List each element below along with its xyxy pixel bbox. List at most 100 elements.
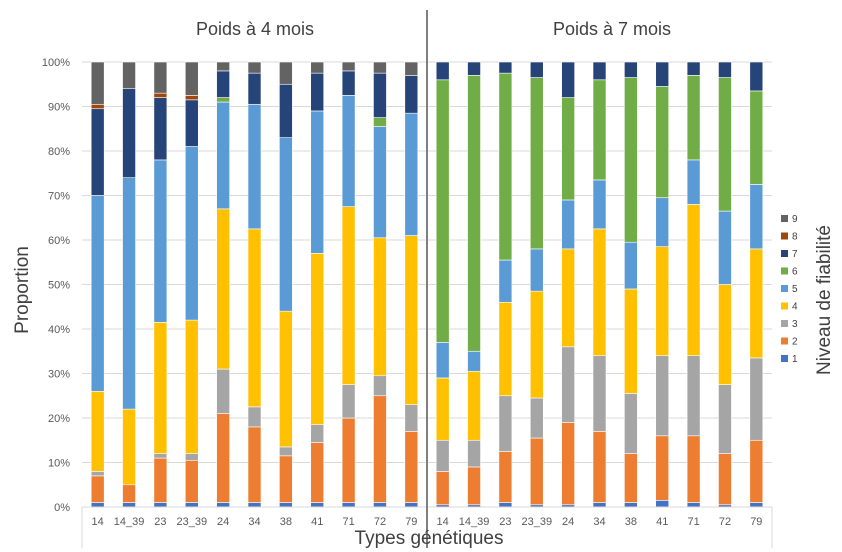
bar-segment (373, 395, 387, 503)
bar-segment (216, 70, 230, 98)
bar-segment (749, 248, 764, 359)
bar-segment (498, 395, 513, 452)
bar-segment (718, 61, 732, 78)
bar-segment (686, 75, 701, 161)
bar-segment (90, 61, 105, 105)
bar-segment (216, 61, 230, 72)
bar-segment (435, 61, 450, 81)
y-tick-label: 40% (48, 324, 70, 336)
bar-segment (373, 126, 387, 239)
y-tick-label: 100% (42, 57, 70, 69)
bar-segment (122, 177, 136, 410)
bar-segment (561, 97, 575, 201)
bar-segment (404, 75, 419, 114)
bar-segment (310, 442, 325, 503)
bar-segment (341, 206, 356, 385)
bar-segment (310, 424, 325, 443)
x-tick-label: 23_39 (176, 516, 207, 528)
bar-segment (655, 86, 670, 199)
bar-segment (624, 241, 638, 290)
bar-segment (184, 453, 199, 461)
bar-segment (122, 408, 136, 486)
bar-segment (467, 370, 481, 441)
y-tick-label: 50% (48, 280, 70, 292)
bar-segment (310, 110, 325, 254)
bar-segment (310, 61, 325, 74)
bar-segment (592, 179, 607, 230)
bar-segment (122, 88, 136, 178)
bar-segment (404, 112, 419, 236)
legend-swatch (781, 320, 788, 327)
bar-segment (624, 77, 638, 243)
y-axis-title: Proportion (12, 246, 33, 334)
x-tick-label: 34 (248, 516, 260, 528)
bar-segment (216, 208, 230, 370)
legend-label: 7 (792, 249, 798, 260)
bar-segment (749, 439, 764, 503)
x-tick-label: 14_39 (114, 516, 145, 528)
bar-segment (624, 288, 638, 394)
bar-segment (279, 502, 293, 508)
bar-segment (592, 228, 607, 356)
bar-segment (435, 79, 450, 343)
bar-segment (341, 417, 356, 503)
bar-segment (216, 502, 230, 508)
bar-segment (310, 502, 325, 508)
bar-segment (467, 439, 481, 468)
x-tick-label: 14 (92, 516, 104, 528)
bar-segment (153, 457, 168, 503)
y-tick-label: 60% (48, 235, 70, 247)
bar-segment (373, 237, 387, 377)
bar-segment (529, 77, 544, 250)
bar-segment (216, 413, 230, 503)
x-tick-label: 79 (750, 516, 762, 528)
bar-segment (373, 375, 387, 397)
bar-segment (247, 228, 262, 408)
bar-segment (498, 502, 513, 508)
legend-swatch (781, 302, 788, 310)
x-tick-label: 23 (499, 516, 511, 528)
bar-segment (624, 453, 638, 503)
legend-label: 2 (792, 337, 798, 348)
bar-segment (749, 184, 764, 250)
bar-segment (467, 466, 481, 506)
bar-segment (279, 446, 293, 457)
x-tick-label: 79 (405, 516, 417, 528)
bar-segment (404, 235, 419, 405)
bar-segment (686, 435, 701, 503)
bar-segment (279, 61, 293, 85)
panel-title-4-mois: Poids à 4 mois (196, 19, 314, 39)
axis-frame (81, 10, 773, 548)
bar-segment (247, 72, 262, 105)
y-tick-labels: 0% 10% 20% 30% 40% 50% 60% 70% 80% 90% 100% (42, 57, 70, 514)
bar-segment (561, 199, 575, 250)
legend-swatch (781, 267, 788, 275)
x-tick-label: 71 (342, 516, 354, 528)
bar-segment (373, 61, 387, 74)
x-tick-label: 38 (280, 516, 292, 528)
bar-segment (718, 210, 732, 285)
y-tick-label: 20% (48, 413, 70, 425)
bar-segment (90, 103, 105, 110)
bar-segment (310, 72, 325, 112)
bar-segment (153, 322, 168, 454)
bar-segment (592, 79, 607, 181)
legend-swatch (781, 285, 788, 292)
x-tick-label: 71 (687, 516, 699, 528)
bars-group (90, 61, 764, 508)
bar-segment (341, 384, 356, 419)
x-tick-label: 38 (625, 516, 637, 528)
y-tick-label: 10% (48, 458, 70, 470)
bar-segment (404, 431, 419, 503)
bar-segment (435, 471, 450, 506)
bar-segment (122, 484, 136, 503)
bar-segment (435, 377, 450, 441)
bar-segment (310, 253, 325, 425)
legend-label: 1 (792, 354, 798, 365)
bar-segment (404, 404, 419, 432)
x-tick-label: 14_39 (459, 516, 490, 528)
bar-segment (247, 502, 262, 508)
bar-segment (341, 70, 356, 96)
bar-segment (655, 197, 670, 247)
bar-segment (592, 61, 607, 81)
